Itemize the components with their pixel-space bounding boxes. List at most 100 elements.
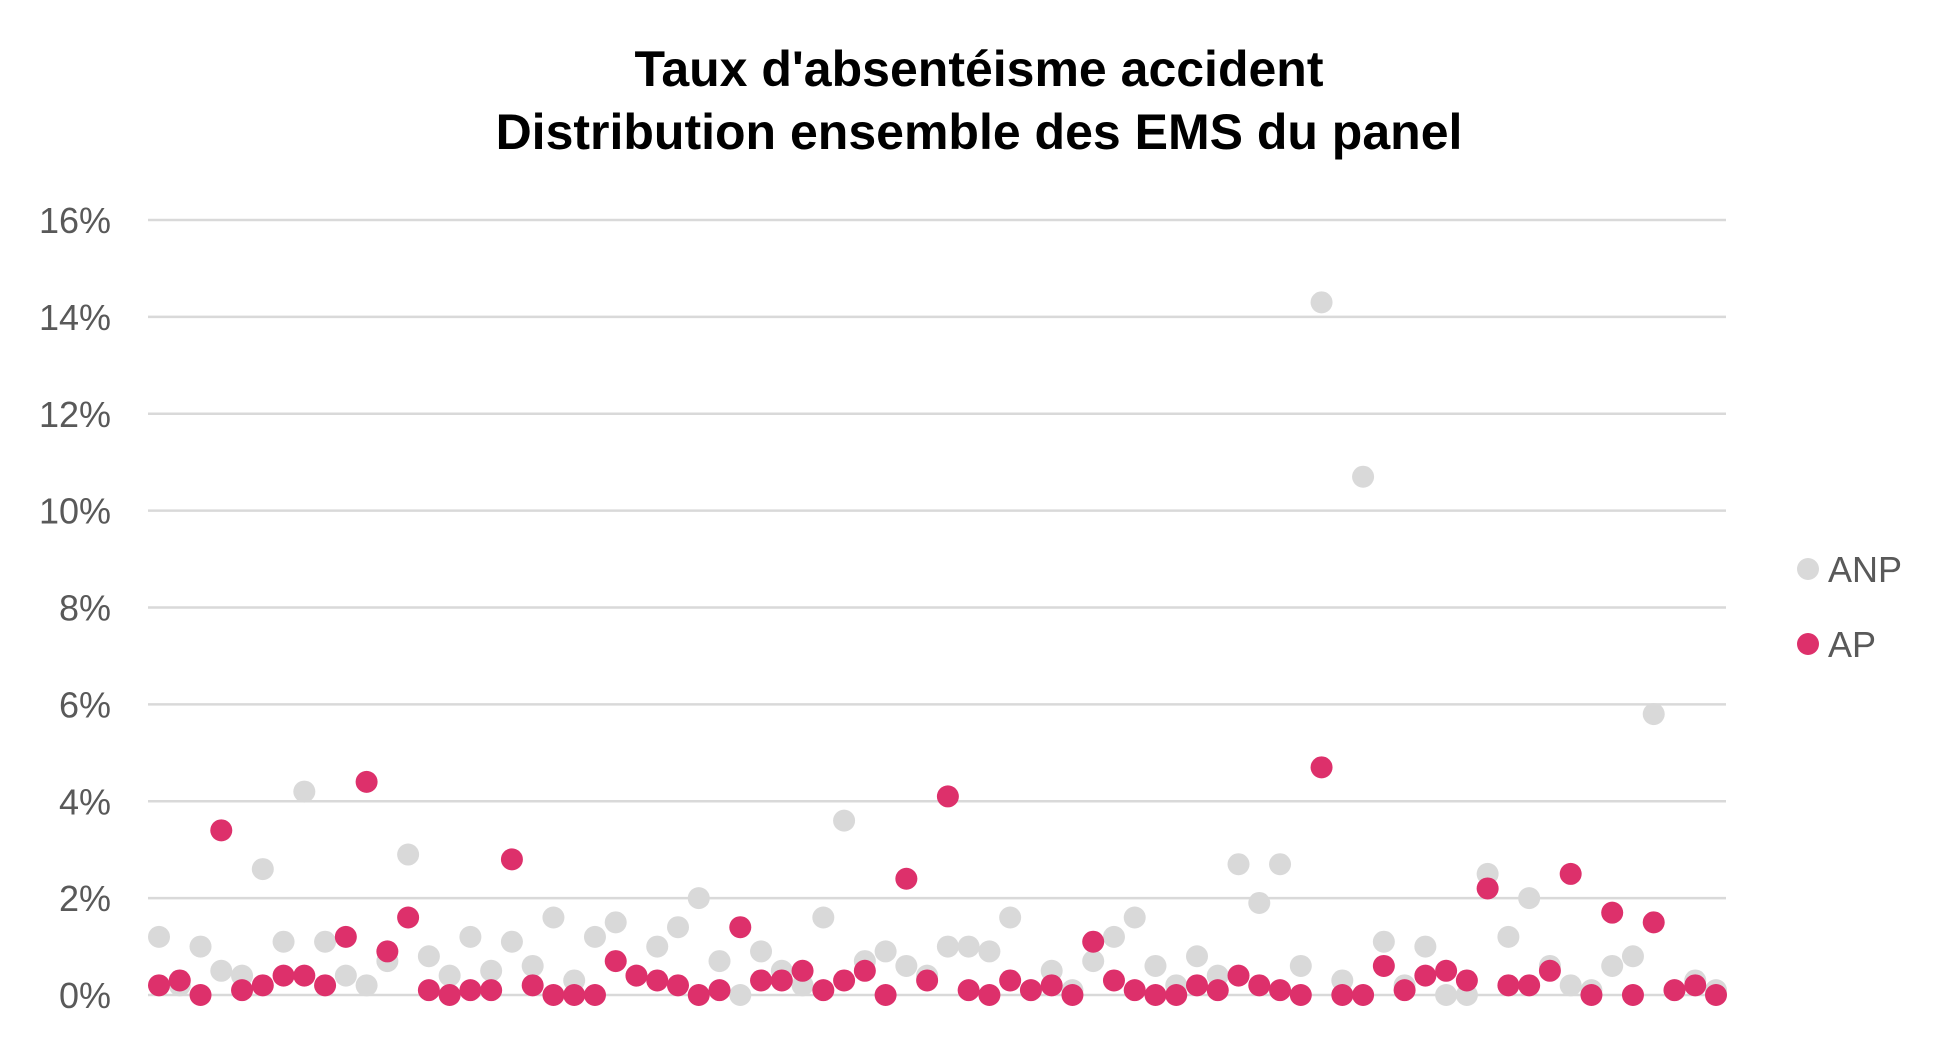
point-ap (480, 979, 503, 1002)
point-anp (1144, 954, 1167, 977)
point-ap (1642, 911, 1665, 934)
y-axis-ticks: 0% 2% 4% 6% 8% 10% 12% 14% 16% (39, 200, 111, 1016)
point-ap (1227, 964, 1250, 987)
point-anp (251, 858, 274, 881)
point-ap (272, 964, 295, 987)
point-ap (729, 916, 752, 939)
point-ap (168, 969, 191, 992)
point-ap (251, 974, 274, 997)
point-anp (1414, 935, 1437, 958)
point-anp (1227, 853, 1250, 876)
point-anp (459, 925, 482, 948)
point-anp (1289, 954, 1312, 977)
point-ap (397, 906, 420, 929)
point-anp (1102, 925, 1125, 948)
point-anp (438, 964, 461, 987)
legend-label-anp: ANP (1828, 549, 1902, 590)
point-ap (521, 974, 544, 997)
point-ap (583, 984, 606, 1006)
point-ap (1518, 974, 1541, 997)
legend-label-ap: AP (1828, 624, 1876, 665)
point-ap (791, 959, 814, 982)
point-anp (1435, 984, 1458, 1006)
point-ap (1206, 979, 1229, 1002)
point-ap (1414, 964, 1437, 987)
point-ap (1601, 901, 1624, 924)
point-anp (1310, 291, 1333, 314)
data-points (148, 291, 1727, 1006)
point-ap (625, 964, 648, 987)
point-anp (397, 843, 420, 866)
y-tick-label: 12% (39, 394, 111, 435)
legend-marker-anp (1797, 558, 1819, 580)
point-ap (812, 979, 835, 1002)
point-ap (770, 969, 793, 992)
point-ap (999, 969, 1022, 992)
point-ap (438, 984, 461, 1006)
y-tick-label: 14% (39, 297, 111, 338)
point-anp (1248, 891, 1271, 914)
point-ap (1289, 984, 1312, 1006)
point-anp (1123, 906, 1146, 929)
point-anp (833, 809, 856, 832)
point-anp (936, 935, 959, 958)
point-anp (750, 940, 773, 963)
point-ap (231, 979, 254, 1002)
point-ap (687, 984, 710, 1006)
point-anp (210, 959, 233, 982)
point-anp (895, 954, 918, 977)
point-anp (1269, 853, 1292, 876)
point-ap (1144, 984, 1167, 1006)
point-ap (1352, 984, 1375, 1006)
point-ap (1040, 974, 1063, 997)
point-ap (1621, 984, 1644, 1006)
point-ap (1165, 984, 1188, 1006)
point-ap (1248, 974, 1271, 997)
point-anp (1601, 954, 1624, 977)
point-anp (1518, 887, 1541, 910)
y-tick-label: 0% (59, 975, 111, 1016)
point-ap (833, 969, 856, 992)
point-ap (1476, 877, 1499, 900)
point-anp (646, 935, 669, 958)
point-ap (978, 984, 1001, 1006)
point-anp (1372, 930, 1395, 953)
point-anp (293, 780, 316, 803)
point-ap (148, 974, 170, 997)
point-ap (708, 979, 731, 1002)
y-tick-label: 10% (39, 491, 111, 532)
point-ap (957, 979, 980, 1002)
point-ap (1663, 979, 1686, 1002)
point-ap (936, 785, 959, 808)
point-ap (500, 848, 523, 871)
point-ap (853, 959, 876, 982)
point-ap (563, 984, 586, 1006)
point-anp (148, 925, 170, 948)
legend-marker-ap (1797, 633, 1819, 655)
point-anp (957, 935, 980, 958)
chart-title-line-2: Distribution ensemble des EMS du panel (496, 104, 1463, 160)
legend: ANP AP (1797, 549, 1902, 665)
point-ap (1705, 984, 1727, 1006)
point-anp (334, 964, 357, 987)
point-ap (916, 969, 939, 992)
point-ap (1455, 969, 1478, 992)
point-anp (1352, 465, 1375, 488)
point-anp (604, 911, 627, 934)
point-anp (542, 906, 565, 929)
point-anp (1497, 925, 1520, 948)
point-anp (1642, 703, 1665, 726)
point-anp (999, 906, 1022, 929)
point-ap (1102, 969, 1125, 992)
point-anp (1082, 950, 1105, 973)
point-anp (1559, 974, 1582, 997)
point-ap (646, 969, 669, 992)
point-ap (604, 950, 627, 973)
point-ap (667, 974, 689, 997)
point-ap (750, 969, 773, 992)
point-ap (874, 984, 897, 1006)
point-anp (417, 945, 440, 968)
point-anp (812, 906, 835, 929)
point-ap (417, 979, 440, 1002)
